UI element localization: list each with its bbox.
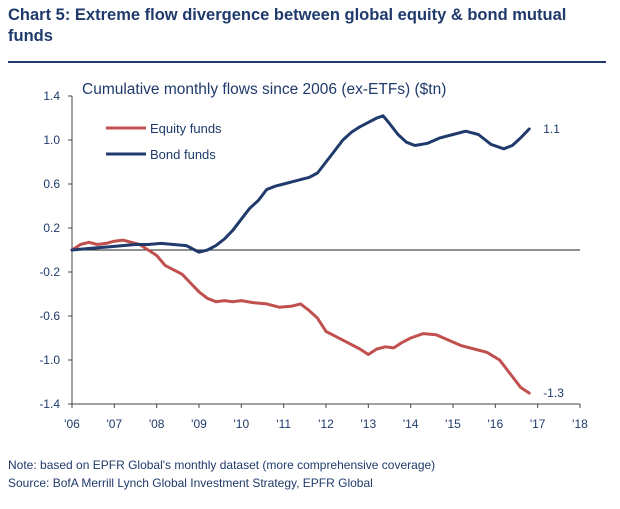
x-tick-label: '13	[361, 417, 377, 431]
bond-end-label: 1.1	[543, 122, 560, 136]
x-tick-label: '15	[445, 417, 461, 431]
x-tick-label: '08	[149, 417, 165, 431]
x-tick-label: '11	[276, 417, 291, 431]
y-tick-label: -1.0	[39, 353, 60, 367]
end-labels: -1.3 1.1	[543, 122, 564, 400]
plot-title: Cumulative monthly flows since 2006 (ex-…	[82, 81, 446, 98]
y-tick-label: 0.6	[43, 177, 60, 191]
y-tick-label: 0.2	[43, 221, 60, 235]
equity-funds-line	[70, 238, 531, 395]
chart-heading: Chart 5: Extreme flow divergence between…	[8, 6, 567, 45]
x-tick-label: '12	[318, 417, 334, 431]
x-tick-label: '10	[234, 417, 250, 431]
series-group	[70, 114, 531, 395]
x-tick-label: '18	[572, 417, 588, 431]
x-tick-label: '06	[64, 417, 80, 431]
equity-end-label: -1.3	[543, 386, 564, 400]
legend-bond-label: Bond funds	[150, 147, 216, 162]
x-tick-label: '16	[488, 417, 504, 431]
footer-note: Note: based on EPFR Global's monthly dat…	[8, 458, 436, 472]
y-tick-label: -0.6	[39, 309, 60, 323]
y-tick-label: -1.4	[39, 397, 60, 411]
legend: Equity funds Bond funds	[106, 121, 222, 162]
bond-funds-line	[70, 114, 531, 254]
footer-source: Source: BofA Merrill Lynch Global Invest…	[8, 476, 373, 490]
y-tick-label: 1.0	[43, 133, 60, 147]
legend-equity-label: Equity funds	[150, 121, 222, 136]
heading-divider	[8, 61, 606, 63]
x-tick-label: '14	[403, 417, 419, 431]
x-tick-label: '09	[191, 417, 207, 431]
y-tick-label: 1.4	[43, 89, 60, 103]
axes-group: 1.4 1.0 0.6 0.2 -0.2 -0.6 -1.0 -1.4 '06 '07 '08 '09…	[39, 89, 588, 431]
x-tick-label: '17	[530, 417, 546, 431]
x-tick-label: '07	[107, 417, 123, 431]
y-tick-label: -0.2	[39, 265, 60, 279]
